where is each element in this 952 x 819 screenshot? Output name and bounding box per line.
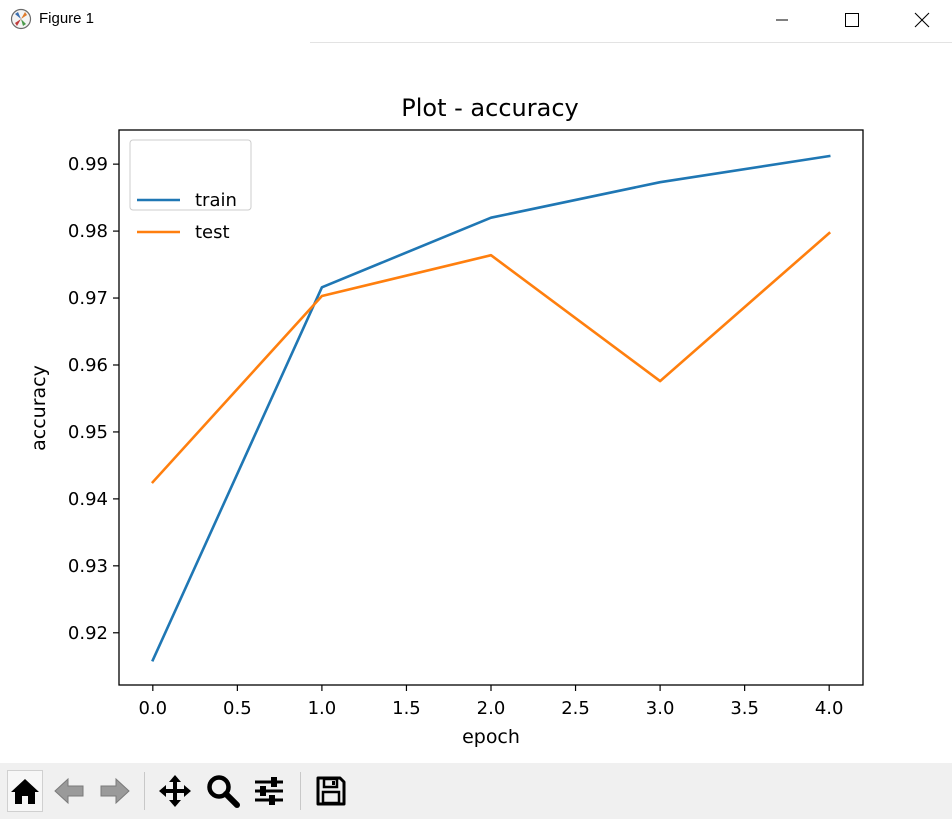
y-tick-label: 0.94 (68, 489, 108, 510)
minimize-icon (776, 19, 788, 21)
y-tick-label: 0.99 (68, 154, 108, 175)
zoom-button[interactable] (202, 770, 244, 812)
y-tick-label: 0.97 (68, 288, 108, 309)
x-axis-label: epoch (462, 726, 520, 748)
navigation-toolbar (0, 763, 952, 819)
maximize-icon (845, 13, 859, 27)
arrow-left-icon (54, 777, 84, 805)
x-tick-label: 1.0 (308, 698, 337, 719)
legend: train test (129, 139, 252, 243)
y-tick-label: 0.93 (68, 556, 108, 577)
chart-title: Plot - accuracy (401, 94, 578, 122)
save-button[interactable] (310, 770, 352, 812)
home-button[interactable] (4, 770, 46, 812)
close-button[interactable] (888, 0, 952, 40)
y-axis: 0.92 0.93 0.94 0.95 0.96 0.97 0.98 0.99 (68, 154, 119, 644)
y-tick-label: 0.92 (68, 623, 108, 644)
x-tick-label: 0.5 (223, 698, 252, 719)
legend-label-train: train (195, 190, 237, 211)
sliders-icon (255, 777, 283, 805)
magnifier-icon (207, 775, 240, 808)
back-button[interactable] (48, 770, 90, 812)
x-tick-label: 2.0 (477, 698, 506, 719)
maximize-button[interactable] (818, 0, 886, 40)
legend-frame (129, 139, 252, 211)
close-icon (914, 12, 930, 28)
legend-label-test: test (195, 222, 230, 243)
y-axis-label: accuracy (28, 365, 50, 451)
x-tick-label: 2.5 (561, 698, 590, 719)
home-icon (11, 779, 39, 804)
forward-button[interactable] (94, 770, 136, 812)
floppy-disk-icon (316, 776, 346, 806)
toolbar-separator (144, 772, 145, 810)
x-tick-label: 3.5 (730, 698, 759, 719)
axes-frame (118, 129, 864, 686)
y-tick-label: 0.96 (68, 355, 108, 376)
title-bar: Figure 1 (0, 0, 952, 42)
arrow-right-icon (100, 777, 130, 805)
y-tick-label: 0.98 (68, 221, 108, 242)
plot-lines (150, 154, 832, 662)
move-icon (159, 775, 191, 807)
configure-subplots-button[interactable] (248, 770, 290, 812)
title-bar-divider (310, 42, 952, 43)
pan-button[interactable] (154, 770, 196, 812)
x-tick-label: 3.0 (646, 698, 675, 719)
x-tick-label: 1.5 (392, 698, 421, 719)
app-icon (10, 8, 32, 30)
plot-canvas[interactable]: Plot - accuracy 0.0 0.5 1.0 1.5 2.0 2.5 3.0 3.5… (0, 43, 952, 763)
window-title: Figure 1 (39, 10, 95, 27)
toolbar-separator (300, 772, 301, 810)
x-tick-label: 4.0 (815, 698, 844, 719)
x-axis: 0.0 0.5 1.0 1.5 2.0 2.5 3.0 3.5 4.0 (138, 685, 844, 719)
minimize-button[interactable] (748, 0, 816, 40)
x-tick-label: 0.0 (138, 698, 167, 719)
y-tick-label: 0.95 (68, 422, 108, 443)
